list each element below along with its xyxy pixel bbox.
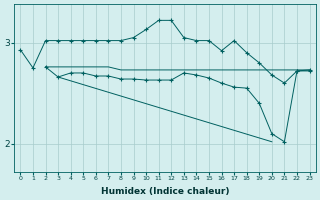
X-axis label: Humidex (Indice chaleur): Humidex (Indice chaleur) xyxy=(101,187,229,196)
